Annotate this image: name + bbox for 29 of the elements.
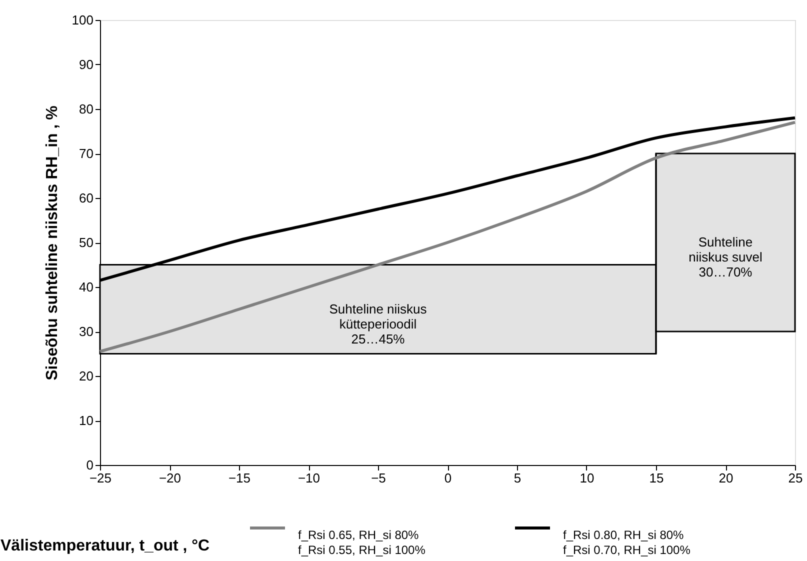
y-tick-label: 0 — [86, 458, 94, 472]
line-series — [98, 120, 796, 354]
band-label: Suhteline niiskus suvel 30…70% — [688, 234, 762, 280]
x-tick-label: −15 — [228, 470, 251, 486]
x-tick-label: 0 — [444, 470, 452, 486]
legend-label: f_Rsi 0.80, RH_si 80% f_Rsi 0.70, RH_si 100% — [563, 528, 691, 557]
y-tick-label: 20 — [79, 368, 94, 384]
x-axis-title: Välistemperatuur, t_out , °C — [0, 538, 210, 554]
x-tick-label: 25 — [788, 470, 803, 486]
band-label: Suhteline niiskus kütteperioodil 25…45% — [329, 301, 428, 346]
y-tick-label: 70 — [79, 146, 94, 161]
y-axis-title: Siseõhu suhteline niiskus RH_in , % — [44, 106, 61, 380]
x-tick-label: −20 — [158, 470, 182, 486]
y-tick-label: 30 — [79, 324, 94, 339]
y-tick-label: 40 — [79, 280, 94, 294]
x-tick-label: 5 — [514, 470, 522, 486]
y-tick-label: 60 — [79, 190, 94, 206]
x-tick-label: −5 — [371, 470, 386, 486]
y-tick-label: 10 — [79, 413, 94, 428]
y-tick-label: 90 — [79, 57, 94, 72]
x-tick-label: 10 — [580, 470, 594, 486]
y-tick-label: 80 — [79, 102, 94, 116]
legend-label: f_Rsi 0.65, RH_si 80% f_Rsi 0.55, RH_si 100% — [298, 528, 426, 557]
y-tick-label: 50 — [79, 235, 94, 250]
x-tick-label: −10 — [298, 470, 320, 486]
x-tick-label: −25 — [89, 470, 112, 486]
y-tick-label: 100 — [72, 12, 94, 28]
x-tick-label: 15 — [649, 470, 664, 486]
x-tick-label: 20 — [718, 470, 734, 486]
